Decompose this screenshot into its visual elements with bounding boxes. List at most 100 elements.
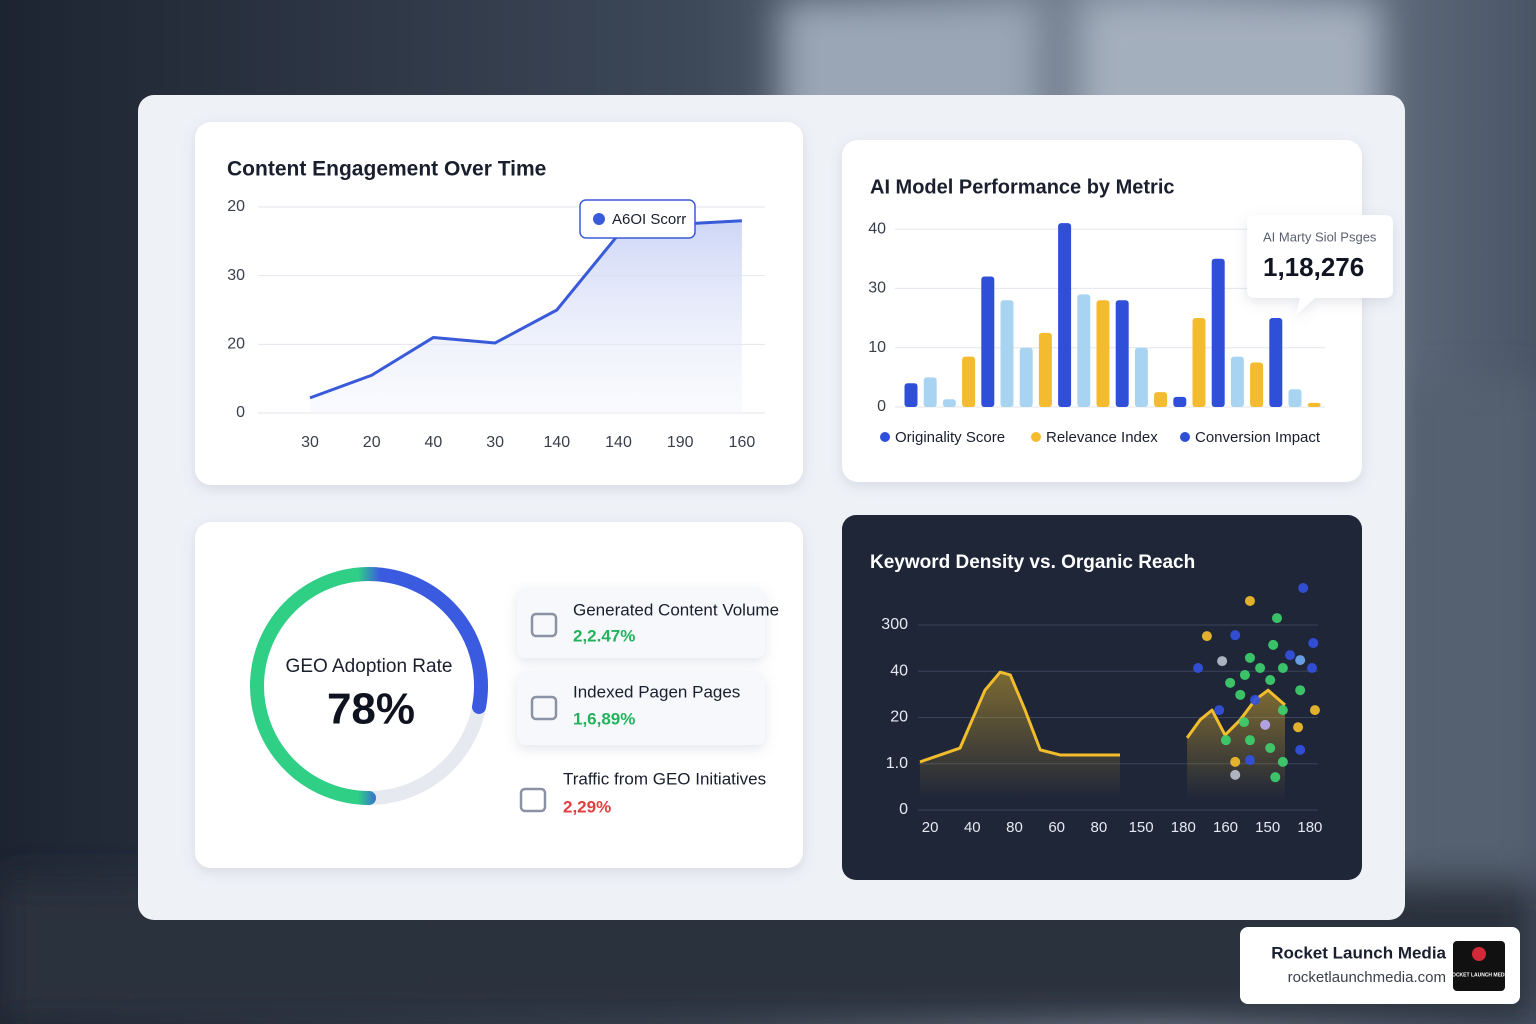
scatter-point xyxy=(1295,744,1306,755)
kpi-icon xyxy=(530,695,558,721)
legend-label: Originality Score xyxy=(895,429,1005,446)
y-tick-label: 0 xyxy=(877,398,886,415)
scatter-point xyxy=(1308,638,1319,649)
bar xyxy=(1115,300,1129,407)
x-tick-label: 160 xyxy=(729,434,756,451)
scatter-point xyxy=(1255,663,1266,674)
logo-box xyxy=(1453,941,1505,991)
brand-name: Rocket Launch Media xyxy=(1271,943,1446,962)
bar xyxy=(1288,389,1302,407)
bar xyxy=(923,377,937,407)
bar xyxy=(962,356,976,407)
scatter-point xyxy=(1298,583,1309,593)
bar xyxy=(1038,332,1052,407)
logo-icon xyxy=(1472,947,1486,961)
scatter-point xyxy=(1293,722,1304,733)
scatter-point xyxy=(1271,613,1282,624)
bar xyxy=(1269,318,1283,407)
x-tick-label: 30 xyxy=(301,434,319,451)
y-tick-label: 30 xyxy=(868,280,886,297)
y-tick-label: 1.0 xyxy=(886,755,908,772)
scatter-point xyxy=(1285,650,1296,661)
scatter-point xyxy=(1220,735,1231,746)
bar xyxy=(1250,362,1264,407)
bar xyxy=(1173,396,1187,407)
kpi-icon xyxy=(519,787,547,813)
scatter-point xyxy=(1277,663,1288,674)
gauge-arc xyxy=(250,567,488,805)
scatter-point xyxy=(1235,689,1246,700)
x-tick-label: 80 xyxy=(1006,819,1023,836)
curve xyxy=(1185,688,1286,739)
scatter-point xyxy=(1214,705,1225,716)
kpi-value: 2,2.47% xyxy=(573,626,635,645)
x-tick-label: 140 xyxy=(543,434,570,451)
gauge-title: GEO Adoption Rate xyxy=(286,656,453,677)
scatter-point xyxy=(1244,652,1255,663)
bar xyxy=(1307,402,1321,407)
bar xyxy=(1230,356,1244,407)
x-tick-label: 150 xyxy=(1255,819,1280,836)
curve-area xyxy=(919,672,1120,800)
scatter-point xyxy=(1239,669,1250,680)
scatter-point xyxy=(1268,639,1279,650)
y-tick-label: 0 xyxy=(899,801,908,818)
scatter-point xyxy=(1230,630,1241,641)
bar xyxy=(1192,318,1206,407)
chart-title: AI Model Performance by Metric xyxy=(870,176,1175,198)
bar xyxy=(1154,392,1168,407)
bar xyxy=(1058,223,1072,407)
legend-label: Conversion Impact xyxy=(1195,429,1321,446)
y-tick-label: 0 xyxy=(236,404,245,421)
kpi-value: 2,29% xyxy=(563,797,611,816)
scatter-point xyxy=(1270,772,1281,783)
scatter-point xyxy=(1307,663,1318,674)
scatter-point xyxy=(1239,717,1250,728)
scatter-point xyxy=(1244,735,1255,746)
scatter-point xyxy=(1295,655,1306,666)
scatter-point xyxy=(1295,685,1306,696)
gauge-value: 78% xyxy=(327,685,415,734)
scatter-point xyxy=(1230,756,1241,767)
scatter-point xyxy=(1277,705,1288,716)
kpi-card xyxy=(517,588,765,658)
x-tick-label: 60 xyxy=(1048,819,1065,836)
bar xyxy=(1000,300,1014,407)
scatter-point xyxy=(1244,755,1255,766)
scatter-point xyxy=(1309,705,1320,716)
bar xyxy=(1211,258,1225,407)
x-tick-label: 150 xyxy=(1129,819,1154,836)
scatter-point xyxy=(1265,743,1276,754)
scatter-point xyxy=(1250,694,1261,705)
y-tick-label: 300 xyxy=(881,616,908,633)
area-fill xyxy=(310,220,742,413)
curve xyxy=(919,670,1120,764)
tooltip xyxy=(579,199,696,239)
legend-swatch xyxy=(880,432,890,442)
x-tick-label: 180 xyxy=(1171,819,1196,836)
scatter-point xyxy=(1225,677,1236,688)
curve-area xyxy=(1187,690,1286,800)
y-tick-label: 40 xyxy=(890,662,908,679)
callout-label: AI Marty Siol Psges xyxy=(1263,229,1377,244)
bar xyxy=(904,383,918,407)
kpi-label: Traffic from GEO Initiatives xyxy=(563,769,766,788)
y-tick-label: 10 xyxy=(868,339,886,356)
bar xyxy=(1019,347,1033,407)
bar xyxy=(942,399,956,407)
bar xyxy=(981,276,995,407)
y-tick-label: 20 xyxy=(227,198,245,215)
scatter-point xyxy=(1260,719,1271,730)
y-tick-label: 20 xyxy=(890,709,908,726)
x-tick-label: 20 xyxy=(922,819,939,836)
x-tick-label: 20 xyxy=(363,434,381,451)
brand-url: rocketlaunchmedia.com xyxy=(1288,969,1446,986)
bar xyxy=(1077,294,1091,407)
callout-value: 1,18,276 xyxy=(1263,252,1364,282)
scatter-point xyxy=(1201,631,1212,642)
scatter-point xyxy=(1265,675,1276,686)
x-tick-label: 40 xyxy=(425,434,443,451)
chart-title: Keyword Density vs. Organic Reach xyxy=(870,552,1195,573)
